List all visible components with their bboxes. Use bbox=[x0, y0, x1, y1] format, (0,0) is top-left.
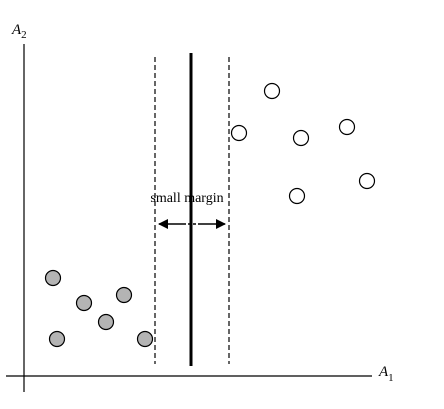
x-axis-label-main: A bbox=[378, 364, 389, 380]
margin-label: small margin bbox=[150, 191, 223, 206]
filled-point bbox=[48, 330, 66, 348]
x-axis-label-sub: 1 bbox=[388, 372, 394, 384]
y-axis-label-sub: 2 bbox=[21, 29, 27, 41]
filled-point bbox=[97, 313, 115, 331]
hollow-point bbox=[338, 118, 356, 136]
y-axis-label: A2 bbox=[11, 22, 27, 41]
hollow-point bbox=[263, 82, 281, 100]
hollow-point bbox=[358, 172, 376, 190]
filled-point bbox=[136, 330, 154, 348]
x-axis-label: A1 bbox=[378, 364, 394, 384]
filled-point bbox=[115, 286, 133, 304]
hollow-point bbox=[292, 129, 310, 147]
filled-point bbox=[75, 294, 93, 312]
hollow-point bbox=[230, 124, 248, 142]
filled-point bbox=[44, 269, 62, 287]
hollow-points bbox=[230, 82, 376, 205]
filled-points bbox=[44, 269, 154, 348]
hollow-point bbox=[288, 187, 306, 205]
y-axis-label-main: A bbox=[11, 22, 22, 38]
